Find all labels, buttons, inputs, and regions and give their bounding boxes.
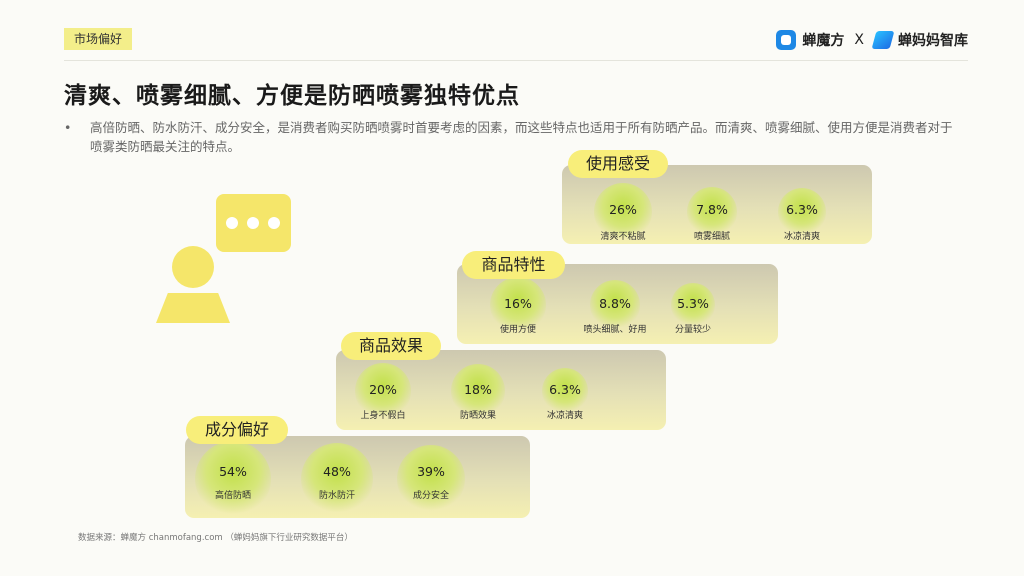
item-value: 39% — [417, 464, 445, 479]
brand-left-name: 蝉魔方 — [802, 33, 845, 49]
card-ingredient-preference: 54% 高倍防晒 48% 防水防汗 39% 成分安全 — [185, 436, 530, 518]
card-item: 20% 上身不假白 — [355, 363, 411, 421]
description-text: 高倍防晒、防水防汗、成分安全，是消费者购买防晒喷雾时首要考虑的因素，而这些特点也… — [90, 120, 953, 154]
item-value: 26% — [609, 202, 637, 217]
item-label: 成分安全 — [412, 491, 449, 501]
card-item: 6.3% 冰凉清爽 — [540, 366, 590, 421]
data-source: 数据来源：蝉魔方 chanmofang.com （蝉妈妈旗下行业研究数据平台） — [78, 533, 353, 543]
item-value: 6.3% — [549, 382, 581, 397]
card-title-product-effect: 商品效果 — [341, 332, 441, 360]
item-label: 分量较少 — [674, 325, 711, 335]
card-item: 18% 防晒效果 — [451, 364, 505, 421]
item-label: 防水防汗 — [318, 491, 355, 501]
item-value: 8.8% — [599, 296, 631, 311]
card-title-usage-feeling: 使用感受 — [568, 150, 668, 178]
section-tag: 市场偏好 — [64, 28, 132, 50]
item-value: 48% — [323, 464, 351, 479]
card-item: 54% 高倍防晒 — [195, 441, 271, 517]
item-value: 54% — [219, 464, 247, 479]
card-item: 7.8% 喷雾细腻 — [687, 187, 737, 242]
speech-bubble-icon — [216, 194, 291, 252]
card-product-effect: 20% 上身不假白 18% 防晒效果 6.3% 冰凉清爽 — [336, 350, 666, 430]
card-item: 39% 成分安全 — [397, 445, 465, 513]
page-title: 清爽、喷雾细腻、方便是防晒喷雾独特优点 — [64, 83, 520, 109]
card-item: 6.3% 冰凉清爽 — [777, 187, 827, 242]
card-item: 8.8% 喷头细腻、好用 — [583, 280, 647, 335]
card-item: 26% 清爽不粘腻 — [594, 183, 652, 242]
item-value: 7.8% — [696, 202, 728, 217]
card-title-product-features: 商品特性 — [462, 251, 565, 279]
item-value: 16% — [504, 296, 532, 311]
item-label: 冰凉清爽 — [783, 232, 820, 242]
item-label: 冰凉清爽 — [546, 411, 583, 421]
description: • 高倍防晒、防水防汗、成分安全，是消费者购买防晒喷雾时首要考虑的因素，而这些特… — [64, 118, 964, 156]
item-label: 防晒效果 — [459, 411, 496, 421]
person-head-icon — [172, 246, 214, 288]
card-title-ingredient-preference: 成分偏好 — [186, 416, 288, 444]
card-item: 5.3% 分量较少 — [668, 280, 718, 335]
item-value: 20% — [369, 382, 397, 397]
card-item: 16% 使用方便 — [490, 277, 546, 335]
item-label: 使用方便 — [499, 325, 536, 335]
chanmofang-logo-icon — [776, 30, 797, 50]
person-body-icon — [156, 293, 230, 323]
item-label: 高倍防晒 — [214, 491, 251, 501]
card-usage-feeling: 26% 清爽不粘腻 7.8% 喷雾细腻 6.3% 冰凉清爽 — [562, 165, 872, 244]
brand-logos: 蝉魔方 X 蝉妈妈智库 — [776, 28, 968, 52]
card-item: 48% 防水防汗 — [301, 443, 373, 515]
brand-separator: X — [854, 32, 864, 48]
item-value: 18% — [464, 382, 492, 397]
item-label: 喷雾细腻 — [693, 232, 730, 242]
item-label: 上身不假白 — [360, 411, 406, 421]
item-value: 5.3% — [677, 296, 709, 311]
header-divider — [64, 60, 968, 61]
item-label: 清爽不粘腻 — [600, 232, 646, 242]
item-label: 喷头细腻、好用 — [583, 325, 647, 335]
item-value: 6.3% — [786, 202, 818, 217]
chanmama-logo-icon — [871, 31, 895, 49]
brand-right-name: 蝉妈妈智库 — [898, 33, 968, 49]
bullet-icon: • — [64, 120, 72, 135]
